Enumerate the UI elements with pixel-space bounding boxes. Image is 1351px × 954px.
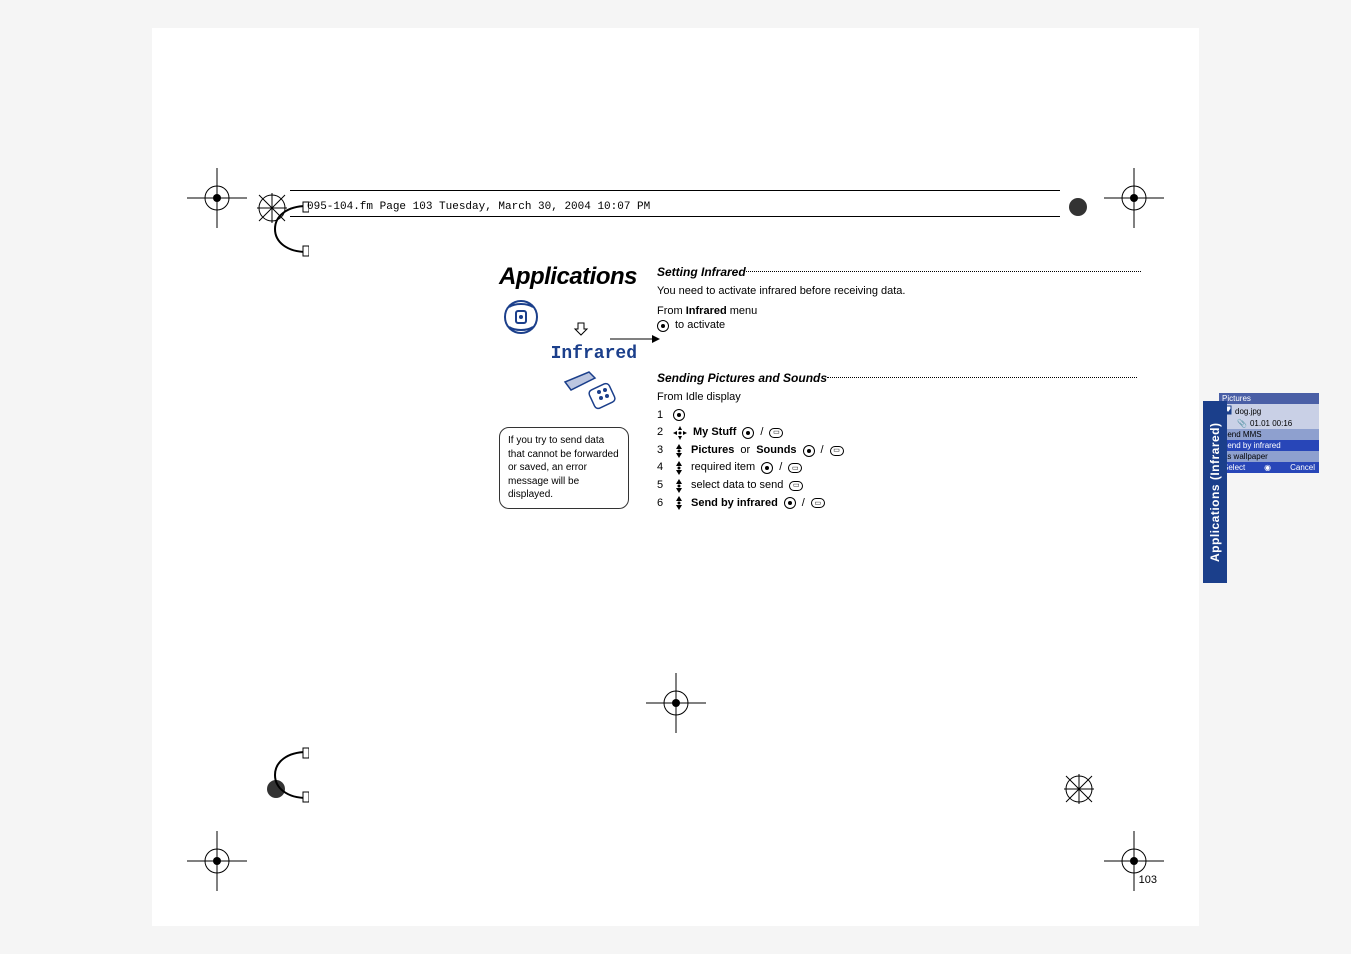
step-number: 1 [657,407,667,425]
step-list: 1 2 My Stuff / ▭ 3 [657,407,1217,513]
header-rule [290,190,1060,191]
slash: / [821,442,824,460]
step-row: 2 My Stuff / ▭ [657,424,1217,442]
step-row: 4 required item / ▭ [657,459,1217,477]
center-key-icon [657,320,669,332]
phone-date-row: 📎 01.01 00:16 [1219,418,1319,429]
text: From [657,305,686,317]
step-label: My Stuff [693,424,736,442]
step-row: 1 [657,407,1217,425]
section-intro: You need to activate infrared before rec… [657,285,1217,297]
infrared-device-icon [561,368,617,415]
crop-mark-icon [1104,168,1164,228]
slash: / [802,495,805,513]
center-key-icon [673,409,685,421]
soft-key-icon: ▭ [769,428,783,438]
phone-option: As wallpaper [1219,451,1319,462]
up-down-nav-icon [673,444,685,458]
section-sending: Sending Pictures and Sounds From Idle di… [657,369,1217,513]
up-down-nav-icon [673,461,685,475]
soft-key-icon: ▭ [789,481,803,491]
soft-key-icon: ▭ [788,463,802,473]
dot-leader [746,271,1141,272]
slash: / [760,424,763,442]
slash: / [779,459,782,477]
registration-dot-icon [1069,198,1087,216]
step-label: Send by infrared [691,495,778,513]
step-number: 2 [657,424,667,442]
step-label: Pictures [691,442,734,460]
infrared-heading: Infrared [467,344,637,364]
instruction-row: to activate [657,317,1217,335]
section-heading: Setting Infrared [657,265,746,279]
phone-center-indicator-icon: ◉ [1264,463,1271,472]
step-number: 4 [657,459,667,477]
step-row: 5 select data to send ▭ [657,477,1217,495]
phone-option-selected: Send by infrared [1219,440,1319,451]
section-setting-infrared: Setting Infrared You need to activate in… [657,263,1217,335]
crop-mark-icon [646,673,706,733]
from-menu-line: From Infrared menu [657,305,1217,317]
registration-mark-icon [1064,774,1094,804]
page-path-text: 095-104.fm Page 103 Tuesday, March 30, 2… [307,201,650,213]
text: menu [727,305,758,317]
up-down-nav-icon [673,479,685,493]
phone-file-row: dog.jpg [1219,404,1319,418]
arrow-connector-icon [610,331,660,333]
up-down-nav-icon [673,496,685,510]
step-label: required item [691,459,755,477]
phone-softkey-cancel: Cancel [1290,463,1315,472]
center-key-icon [761,462,773,474]
step-number: 6 [657,495,667,513]
from-idle-text: From Idle display [657,391,1217,403]
section-heading: Sending Pictures and Sounds [657,371,827,385]
text-bold: Infrared [686,305,727,317]
right-column: Setting Infrared You need to activate in… [657,263,1217,512]
phone-screen-title: Pictures [1219,393,1319,404]
page-number: 103 [1139,874,1157,886]
center-key-icon [803,445,815,457]
crop-mark-icon [187,168,247,228]
center-key-icon [742,427,754,439]
phone-option: Send MMS [1219,429,1319,440]
header-rule [290,216,1060,217]
step-label: Sounds [756,442,796,460]
down-arrow-icon [573,321,589,342]
step-row: 3 Pictures or Sounds / ▭ [657,442,1217,460]
page-frame: 095-104.fm Page 103 Tuesday, March 30, 2… [152,28,1199,926]
note-callout: If you try to send data that cannot be f… [499,427,629,509]
soft-key-icon: ▭ [830,446,844,456]
text: or [740,442,750,460]
left-column: Applications Infrared [467,263,637,509]
step-number: 3 [657,442,667,460]
soft-key-icon: ▭ [811,498,825,508]
step-number: 5 [657,477,667,495]
phone-screenshot: Pictures dog.jpg 📎 01.01 00:16 Send MMS … [1219,393,1319,473]
side-tab: Applications (Infrared) [1203,401,1227,583]
phone-date: 01.01 00:16 [1250,419,1292,428]
crop-mark-icon [187,831,247,891]
applications-icon [499,297,543,342]
phone-softkey-bar: Select ◉ Cancel [1219,462,1319,473]
binder-ring-icon [267,198,309,260]
binder-ring-icon [267,744,309,806]
page-title: Applications [467,263,637,291]
center-key-icon [784,497,796,509]
step-row: 6 Send by infrared / ▭ [657,495,1217,513]
phone-filename: dog.jpg [1235,407,1261,416]
clip-icon: 📎 [1237,419,1247,428]
instruction-text: to activate [675,317,725,335]
step-label: select data to send [691,477,783,495]
four-way-nav-icon [673,426,687,440]
dot-leader [827,377,1137,378]
